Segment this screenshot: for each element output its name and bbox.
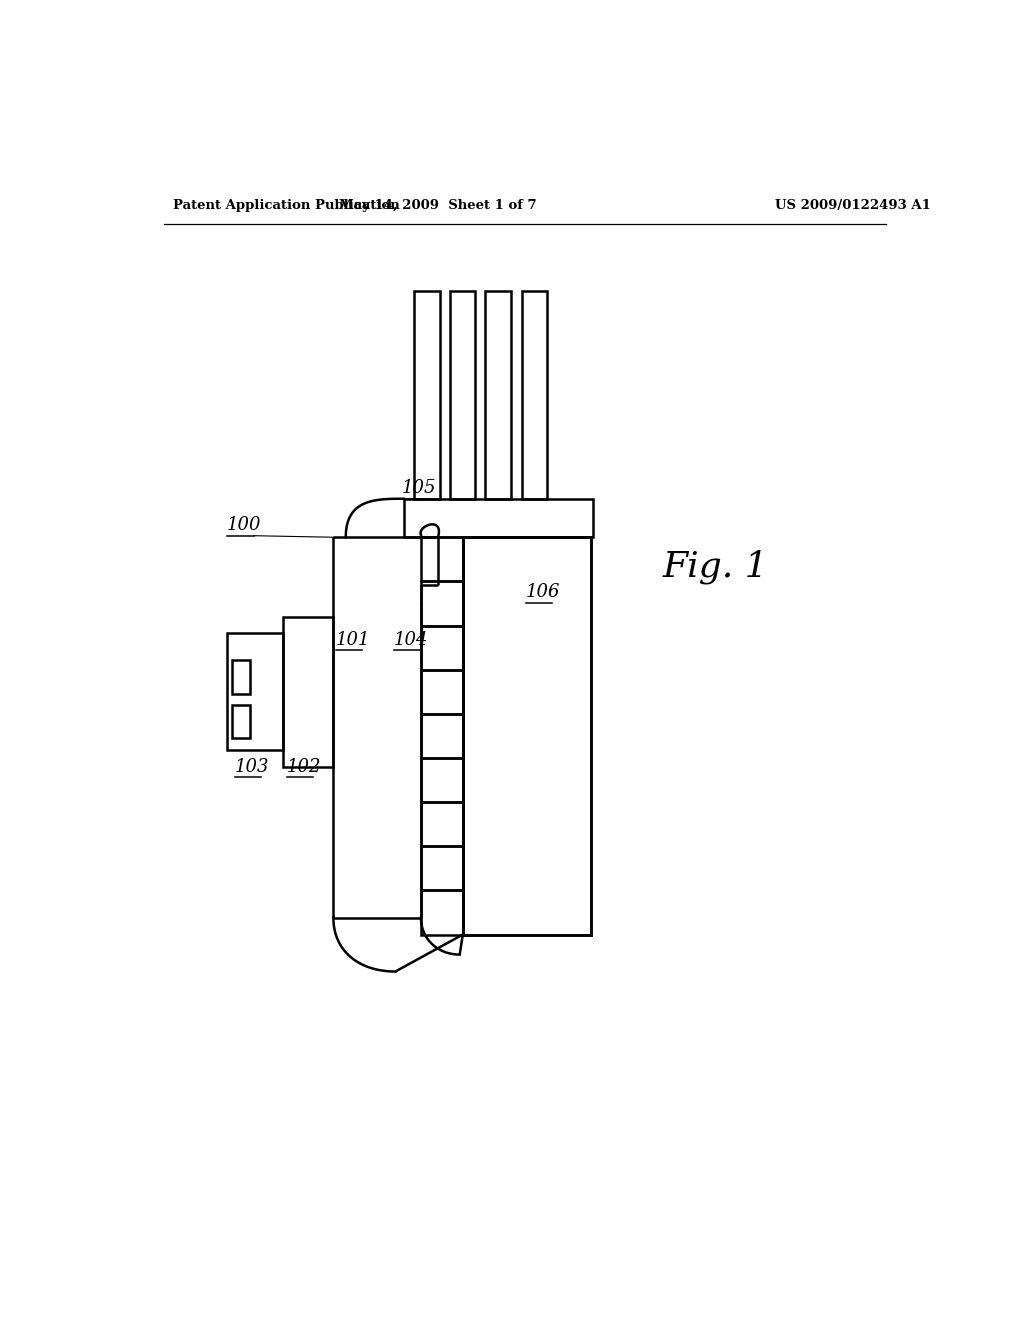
Bar <box>421 537 463 581</box>
Text: 105: 105 <box>401 479 436 498</box>
Bar <box>421 581 463 626</box>
Bar <box>450 290 475 499</box>
Text: Patent Application Publication: Patent Application Publication <box>173 199 399 213</box>
Bar <box>421 846 463 891</box>
Text: 104: 104 <box>394 631 428 649</box>
Text: 100: 100 <box>227 516 262 535</box>
Bar <box>283 616 334 767</box>
Bar <box>421 803 463 846</box>
Text: 101: 101 <box>336 631 371 649</box>
Bar <box>421 891 463 935</box>
Bar <box>421 626 463 669</box>
Text: 103: 103 <box>234 758 269 776</box>
Text: 102: 102 <box>287 758 322 776</box>
Text: US 2009/0122493 A1: US 2009/0122493 A1 <box>775 199 931 213</box>
Bar <box>414 290 439 499</box>
Bar <box>231 660 251 693</box>
Bar <box>485 290 511 499</box>
Bar <box>421 714 463 758</box>
Bar <box>227 634 283 750</box>
Bar <box>403 499 593 537</box>
Bar <box>231 705 251 738</box>
Bar <box>421 758 463 803</box>
Text: Fig. 1: Fig. 1 <box>663 549 768 583</box>
Text: May 14, 2009  Sheet 1 of 7: May 14, 2009 Sheet 1 of 7 <box>339 199 537 213</box>
Bar <box>463 537 592 935</box>
Bar <box>421 669 463 714</box>
Text: 106: 106 <box>525 583 560 601</box>
Bar <box>521 290 547 499</box>
